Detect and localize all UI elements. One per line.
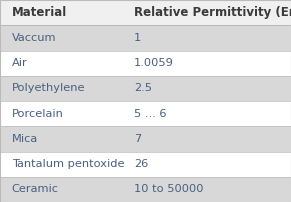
Text: Vaccum: Vaccum — [12, 33, 56, 43]
Text: 26: 26 — [134, 159, 148, 169]
Bar — [0, 177, 291, 202]
Bar — [0, 101, 291, 126]
Bar — [0, 126, 291, 152]
Text: Polyethylene: Polyethylene — [12, 83, 85, 93]
Text: Air: Air — [12, 58, 27, 68]
Text: 1: 1 — [134, 33, 141, 43]
Bar — [0, 76, 291, 101]
Text: Material: Material — [12, 6, 67, 19]
Bar — [0, 152, 291, 177]
Bar — [0, 0, 291, 25]
Text: Relative Permittivity (Er): Relative Permittivity (Er) — [134, 6, 291, 19]
Text: 10 to 50000: 10 to 50000 — [134, 184, 203, 194]
Text: 5 ... 6: 5 ... 6 — [134, 109, 166, 119]
Text: Mica: Mica — [12, 134, 38, 144]
Text: Porcelain: Porcelain — [12, 109, 63, 119]
Bar — [0, 25, 291, 50]
Text: Tantalum pentoxide: Tantalum pentoxide — [12, 159, 124, 169]
Text: 7: 7 — [134, 134, 141, 144]
Text: 2.5: 2.5 — [134, 83, 152, 93]
Text: Ceramic: Ceramic — [12, 184, 59, 194]
Text: 1.0059: 1.0059 — [134, 58, 174, 68]
Bar — [0, 50, 291, 76]
